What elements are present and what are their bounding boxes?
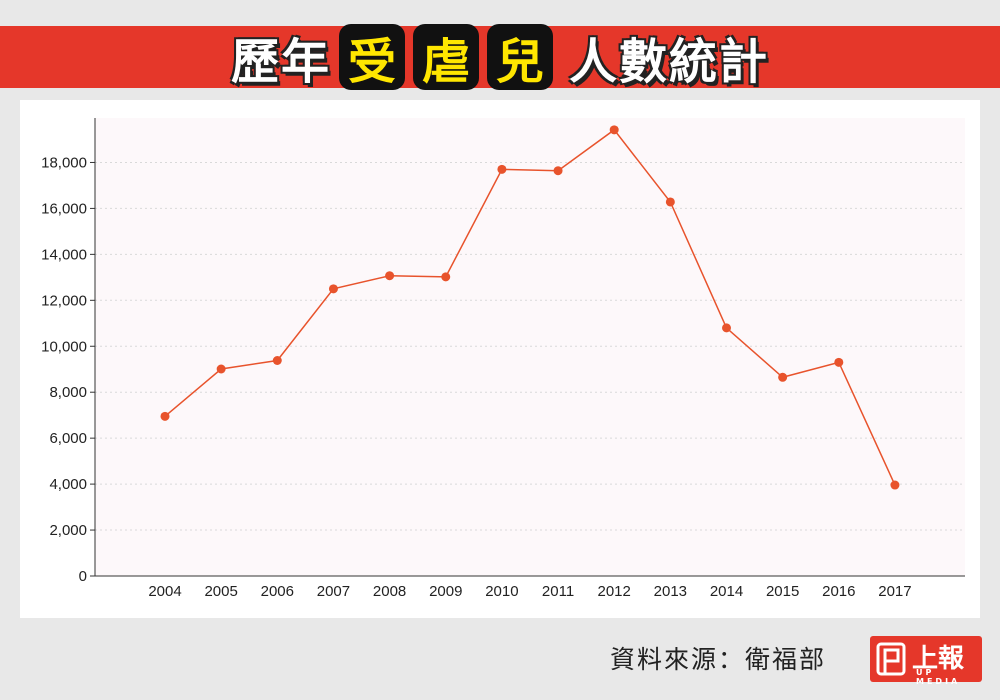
x-tick-label: 2016 xyxy=(822,583,855,600)
y-tick-label: 4,000 xyxy=(49,476,87,493)
data-point xyxy=(834,357,844,367)
data-point xyxy=(216,364,226,374)
x-tick-label: 2008 xyxy=(373,583,406,600)
data-point xyxy=(778,372,788,382)
x-tick-label: 2006 xyxy=(261,583,294,600)
x-tick-label: 2015 xyxy=(766,583,799,600)
title-part-2: 人數統計 xyxy=(569,34,770,90)
title-box-3-text: 兒 xyxy=(495,34,544,90)
data-point xyxy=(722,323,731,333)
chart-title: 歷年 受 虐 兒 人數統計 xyxy=(0,20,1000,94)
title-box-2-text: 虐 xyxy=(421,34,470,90)
title-box-3: 兒 xyxy=(487,24,553,90)
x-tick-label: 2012 xyxy=(598,583,631,600)
y-tick-label: 16,000 xyxy=(41,200,87,217)
data-point xyxy=(385,271,395,281)
data-point xyxy=(890,480,900,490)
source-text: 資料來源：衛福部 xyxy=(610,645,827,674)
data-point xyxy=(272,356,282,366)
x-tick-label: 2009 xyxy=(429,583,462,600)
data-point xyxy=(609,125,619,135)
x-tick-label: 2013 xyxy=(654,583,687,600)
plot-area xyxy=(95,118,965,576)
data-point xyxy=(665,197,675,207)
y-tick-label: 2,000 xyxy=(49,522,87,539)
series-line xyxy=(164,128,896,486)
logo-subtext: UP MEDIA xyxy=(916,668,961,686)
data-point xyxy=(328,284,338,294)
chart-panel: 0 2,000 4,000 6,000 8,000 10,000 12,000 14,000 1… xyxy=(20,100,980,618)
x-tick-label: 2010 xyxy=(485,583,518,600)
logo-mark-icon xyxy=(876,642,906,676)
y-tick-label: 18,000 xyxy=(41,154,87,171)
data-point xyxy=(441,272,451,282)
y-tick-label: 12,000 xyxy=(41,292,87,309)
x-tick-label: 2004 xyxy=(148,583,181,600)
up-media-logo: 上報 UP MEDIA xyxy=(870,636,982,686)
data-point xyxy=(497,164,507,174)
x-tick-label: 2014 xyxy=(710,583,743,600)
line-chart: 0 2,000 4,000 6,000 8,000 10,000 12,000 14,000 1… xyxy=(41,118,965,600)
y-tick-label: 6,000 xyxy=(49,430,87,447)
x-tick-label: 2017 xyxy=(878,583,911,600)
x-tick-label: 2011 xyxy=(542,583,574,600)
x-tick-label: 2005 xyxy=(204,583,237,600)
x-tick-label: 2007 xyxy=(317,583,350,600)
y-tick-label: 14,000 xyxy=(41,246,87,263)
title-box-2: 虐 xyxy=(413,24,479,90)
title-part-1: 歷年 xyxy=(230,34,331,90)
data-point xyxy=(553,166,563,176)
title-box-1: 受 xyxy=(339,24,405,90)
y-tick-label: 10,000 xyxy=(41,338,87,355)
logo-text: 上報 xyxy=(912,644,965,674)
data-point xyxy=(160,411,170,421)
title-box-1-text: 受 xyxy=(347,34,396,90)
y-tick-label: 0 xyxy=(79,568,87,585)
y-tick-label: 8,000 xyxy=(49,384,87,401)
